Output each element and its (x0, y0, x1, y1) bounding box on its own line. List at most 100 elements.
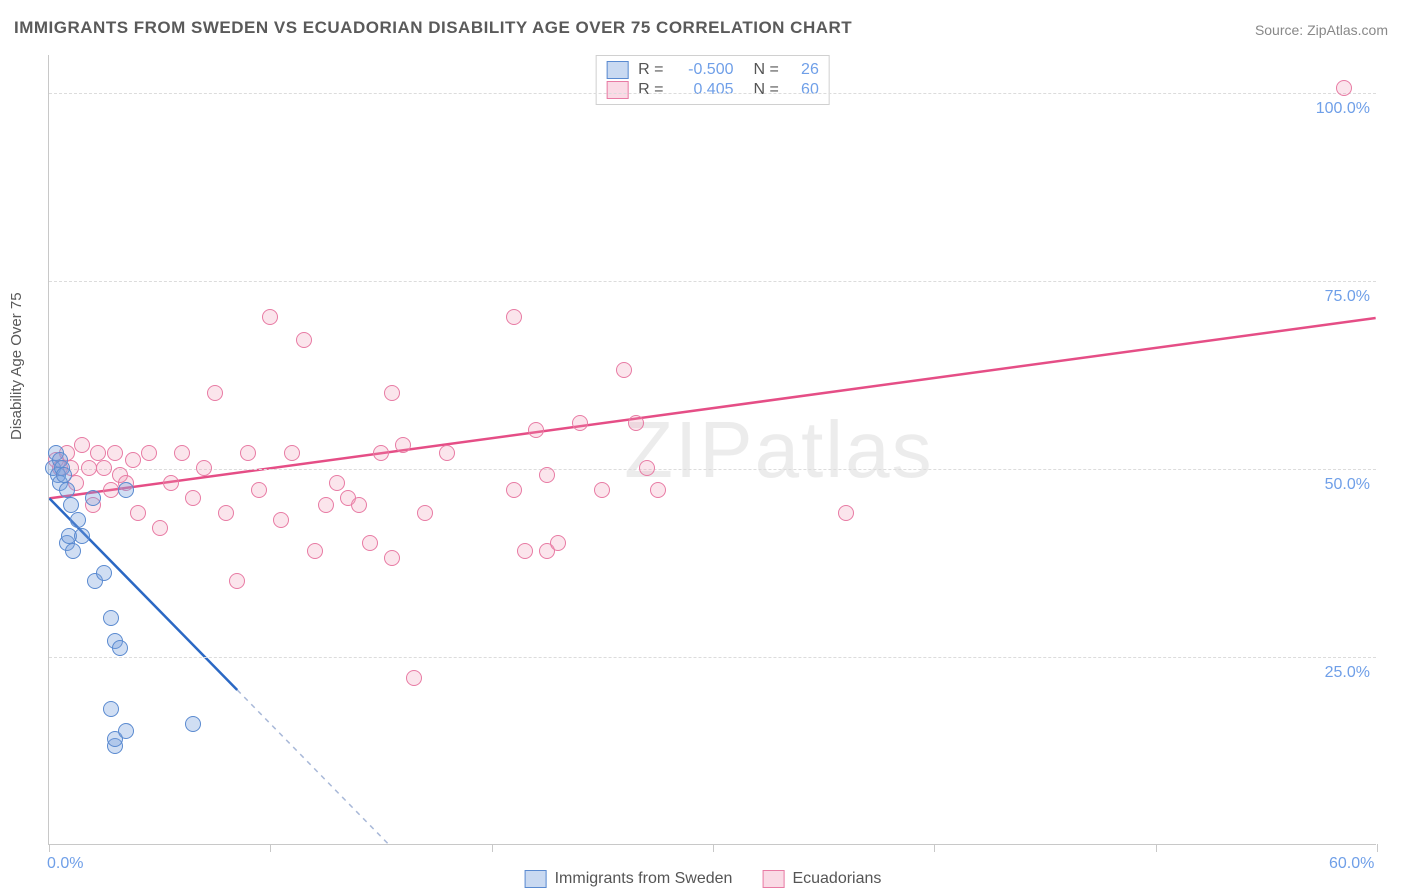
n-label: N = (754, 61, 779, 79)
y-tick-label: 100.0% (1316, 100, 1370, 118)
swatch-pink (762, 870, 784, 888)
data-point-pink (550, 535, 566, 551)
gridline (49, 657, 1376, 658)
data-point-pink (251, 482, 267, 498)
r-value-pink: 0.405 (674, 81, 734, 99)
series-legend: Immigrants from Sweden Ecuadorians (525, 870, 882, 888)
data-point-pink (362, 535, 378, 551)
source-attribution: Source: ZipAtlas.com (1255, 22, 1388, 38)
data-point-pink (103, 482, 119, 498)
data-point-pink (262, 309, 278, 325)
data-point-blue (70, 512, 86, 528)
data-point-pink (307, 543, 323, 559)
data-point-pink (373, 445, 389, 461)
data-point-blue (59, 482, 75, 498)
swatch-pink (606, 81, 628, 99)
data-point-blue (103, 610, 119, 626)
data-point-blue (118, 482, 134, 498)
data-point-pink (628, 415, 644, 431)
source-prefix: Source: (1255, 22, 1307, 38)
legend-item-pink: Ecuadorians (762, 870, 881, 888)
n-value-pink: 60 (789, 81, 819, 99)
x-tick (49, 844, 50, 852)
data-point-pink (528, 422, 544, 438)
correlation-legend: R = -0.500 N = 26 R = 0.405 N = 60 (595, 55, 830, 105)
y-axis-label: Disability Age Over 75 (8, 292, 25, 440)
data-point-pink (141, 445, 157, 461)
legend-row-pink: R = 0.405 N = 60 (606, 80, 819, 100)
data-point-pink (196, 460, 212, 476)
data-point-pink (174, 445, 190, 461)
data-point-blue (63, 497, 79, 513)
plot-area: ZIPatlas R = -0.500 N = 26 R = 0.405 N =… (48, 55, 1376, 845)
data-point-pink (384, 550, 400, 566)
data-point-blue (56, 467, 72, 483)
legend-row-blue: R = -0.500 N = 26 (606, 60, 819, 80)
data-point-pink (125, 452, 141, 468)
n-value-blue: 26 (789, 61, 819, 79)
data-point-pink (240, 445, 256, 461)
data-point-pink (273, 512, 289, 528)
data-point-pink (395, 437, 411, 453)
x-tick-label: 60.0% (1329, 855, 1374, 873)
n-label: N = (754, 81, 779, 99)
x-tick (270, 844, 271, 852)
data-point-pink (152, 520, 168, 536)
data-point-pink (572, 415, 588, 431)
data-point-pink (81, 460, 97, 476)
x-tick-label: 0.0% (47, 855, 83, 873)
data-point-pink (163, 475, 179, 491)
data-point-blue (74, 528, 90, 544)
source-name: ZipAtlas.com (1307, 22, 1388, 38)
data-point-pink (96, 460, 112, 476)
swatch-blue (606, 61, 628, 79)
x-tick (713, 844, 714, 852)
data-point-pink (639, 460, 655, 476)
data-point-blue (112, 640, 128, 656)
data-point-pink (185, 490, 201, 506)
r-value-blue: -0.500 (674, 61, 734, 79)
y-tick-label: 50.0% (1325, 476, 1370, 494)
r-label: R = (638, 81, 663, 99)
data-point-pink (107, 445, 123, 461)
data-point-pink (229, 573, 245, 589)
data-point-pink (351, 497, 367, 513)
data-point-pink (329, 475, 345, 491)
data-point-blue (85, 490, 101, 506)
gridline (49, 469, 1376, 470)
data-point-pink (130, 505, 146, 521)
gridline (49, 281, 1376, 282)
data-point-pink (284, 445, 300, 461)
data-point-blue (118, 723, 134, 739)
data-point-blue (103, 701, 119, 717)
data-point-pink (207, 385, 223, 401)
data-point-pink (517, 543, 533, 559)
y-tick-label: 25.0% (1325, 664, 1370, 682)
data-point-pink (1336, 80, 1352, 96)
data-point-pink (318, 497, 334, 513)
data-point-blue (65, 543, 81, 559)
x-tick (934, 844, 935, 852)
watermark: ZIPatlas (624, 404, 933, 496)
data-point-pink (616, 362, 632, 378)
legend-label-blue: Immigrants from Sweden (555, 870, 733, 888)
data-point-blue (185, 716, 201, 732)
data-point-pink (406, 670, 422, 686)
data-point-pink (417, 505, 433, 521)
data-point-pink (439, 445, 455, 461)
data-point-pink (506, 482, 522, 498)
data-point-pink (218, 505, 234, 521)
data-point-pink (539, 467, 555, 483)
legend-label-pink: Ecuadorians (792, 870, 881, 888)
data-point-pink (838, 505, 854, 521)
data-point-pink (74, 437, 90, 453)
data-point-pink (296, 332, 312, 348)
y-tick-label: 75.0% (1325, 288, 1370, 306)
gridline (49, 93, 1376, 94)
x-tick (492, 844, 493, 852)
x-tick (1377, 844, 1378, 852)
chart-title: IMMIGRANTS FROM SWEDEN VS ECUADORIAN DIS… (14, 18, 852, 38)
data-point-pink (90, 445, 106, 461)
data-point-pink (384, 385, 400, 401)
x-tick (1156, 844, 1157, 852)
